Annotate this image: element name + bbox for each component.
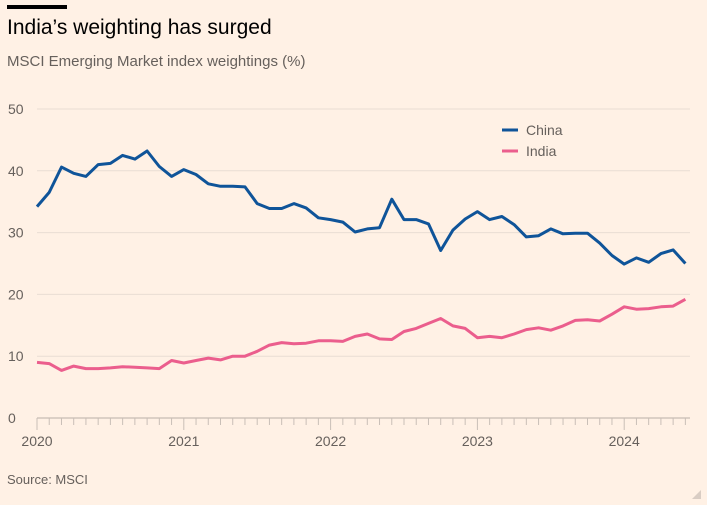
source-note: Source: MSCI [7,472,88,487]
x-tick-label: 2020 [21,433,52,449]
chart-subtitle: MSCI Emerging Market index weightings (%… [7,53,306,70]
resize-corner-icon [692,490,701,499]
x-tick-label: 2023 [462,433,493,449]
y-tick-label: 20 [8,286,24,302]
y-tick-label: 10 [8,348,24,364]
brand-bar [7,5,67,9]
series-line-india [36,297,687,372]
legend-label-china: China [526,122,563,138]
y-tick-label: 50 [8,101,24,117]
legend-label-india: India [526,143,557,159]
x-tick-label: 2022 [315,433,346,449]
x-tick-label: 2021 [168,433,199,449]
series-line-china [35,149,687,266]
chart-title: India’s weighting has surged [7,16,272,39]
y-tick-label: 0 [8,410,16,426]
y-tick-label: 40 [8,163,24,179]
y-tick-label: 30 [8,225,24,241]
x-tick-label: 2024 [609,433,640,449]
